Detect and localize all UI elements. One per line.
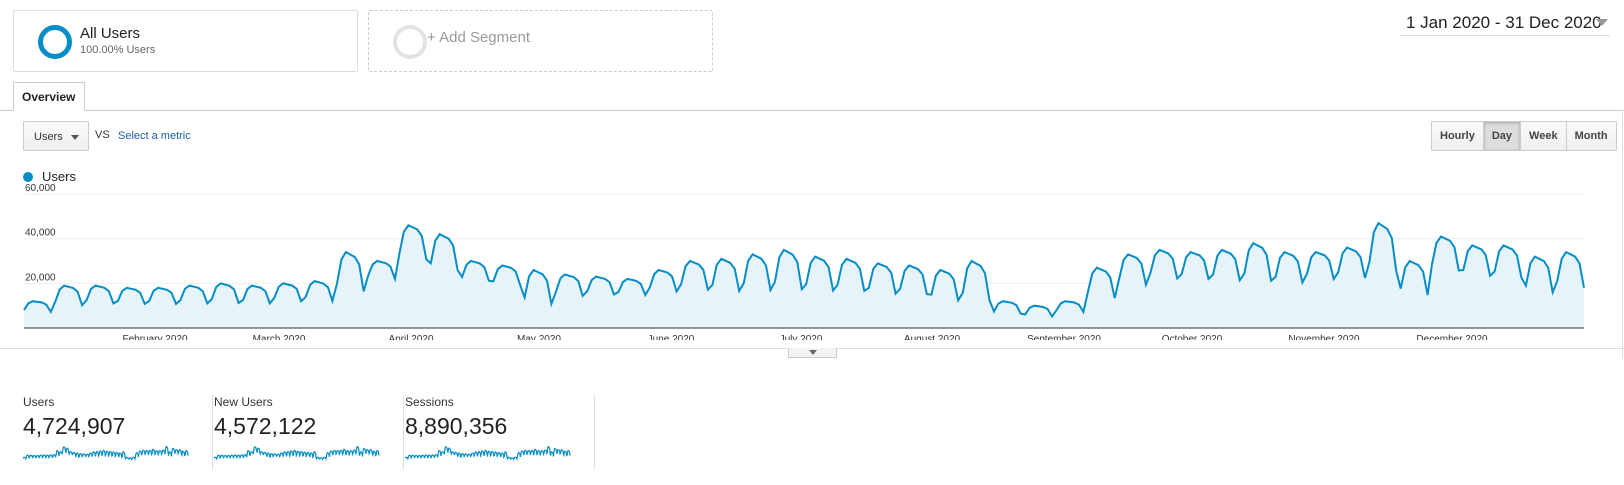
x-tick-label: March 2020 [253,334,306,340]
chevron-down-icon [1596,19,1608,26]
legend-dot-icon [23,172,33,182]
scorecard-sessions[interactable]: Sessions 8,890,356 [405,395,595,469]
new-users-sparkline [214,445,380,461]
x-tick-label: September 2020 [1027,334,1101,340]
collapse-chart-handle[interactable] [788,348,837,358]
scorecard-label: Users [23,395,55,409]
sessions-sparkline [405,445,571,461]
y-tick-label: 60,000 [25,183,56,194]
add-segment-button[interactable]: + Add Segment [368,10,713,72]
add-segment-label: + Add Segment [427,29,530,46]
x-tick-label: July 2020 [780,334,823,340]
date-range-picker[interactable]: 1 Jan 2020 - 31 Dec 2020 [1400,10,1610,36]
users-series-line [23,221,1585,319]
chevron-down-icon [809,350,817,355]
x-tick-label: June 2020 [648,334,695,340]
y-tick-label: 20,000 [25,272,56,283]
segment-title: All Users [80,25,141,42]
segment-ring-icon [38,25,72,59]
empty-segment-ring-icon [393,25,427,59]
vs-label: VS [95,129,110,141]
x-axis-ticks: February 2020 March 2020 April 2020 May 202… [122,334,1488,340]
x-tick-label: December 2020 [1416,334,1488,340]
scorecard-value: 8,890,356 [405,413,508,439]
metric-dropdown-value: Users [34,131,63,143]
scorecard-label: Sessions [405,395,454,409]
x-tick-label: February 2020 [122,334,187,340]
scorecard-new-users[interactable]: New Users 4,572,122 [214,395,404,469]
granularity-toggle: Hourly Day Week Month [1431,121,1617,151]
sparkline-path [23,445,189,461]
scorecard-value: 4,724,907 [23,413,126,439]
users-line-chart: 60,000 40,000 20,000 February 2020 March 20… [23,183,1585,340]
panel-border [1622,110,1623,358]
x-tick-label: April 2020 [388,334,433,340]
scorecard-users[interactable]: Users 4,724,907 [23,395,213,469]
users-area-fill [24,223,1584,328]
sparkline-path [405,445,571,461]
x-tick-label: May 2020 [517,334,561,340]
granularity-day-button[interactable]: Day [1483,122,1522,150]
tab-bar-divider [0,110,1624,111]
y-tick-label: 40,000 [25,228,56,239]
segment-subtitle: 100.00% Users [80,44,156,56]
legend-label: Users [42,169,76,184]
scorecard-label: New Users [214,395,273,409]
chevron-down-icon [71,135,79,140]
granularity-month-button[interactable]: Month [1566,122,1616,150]
x-tick-label: October 2020 [1162,334,1223,340]
x-tick-label: August 2020 [904,334,961,340]
sparkline-path [214,445,380,461]
segment-all-users[interactable]: All Users 100.00% Users [13,10,358,72]
granularity-hourly-button[interactable]: Hourly [1432,122,1484,150]
granularity-week-button[interactable]: Week [1521,122,1567,150]
users-sparkline [23,445,189,461]
scorecard-value: 4,572,122 [214,413,317,439]
date-range-text: 1 Jan 2020 - 31 Dec 2020 [1406,13,1602,32]
metric-dropdown[interactable]: Users [23,121,89,151]
y-axis-ticks: 60,000 40,000 20,000 [25,183,56,283]
tab-overview[interactable]: Overview [13,82,85,111]
select-metric-link[interactable]: Select a metric [118,130,191,142]
x-tick-label: November 2020 [1288,334,1360,340]
